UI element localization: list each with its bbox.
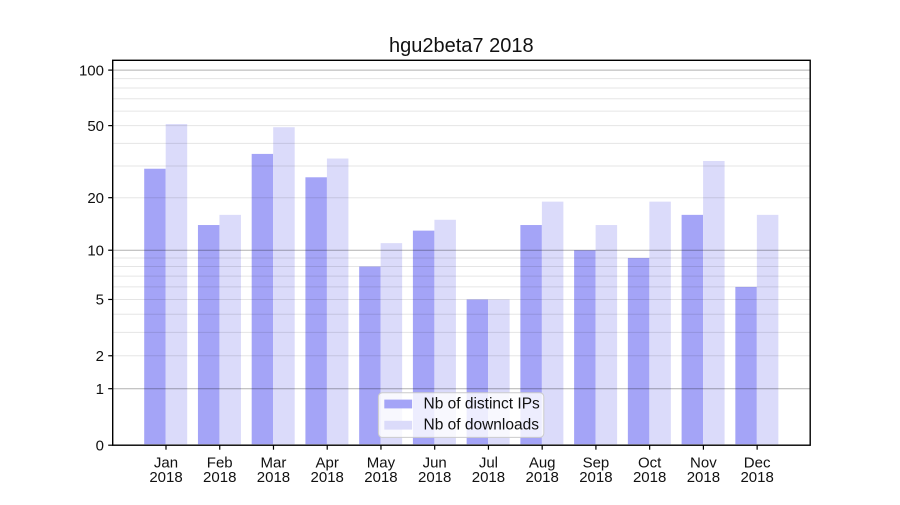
svg-text:hgu2beta7 2018: hgu2beta7 2018: [389, 35, 534, 57]
svg-text:2018: 2018: [257, 469, 290, 486]
svg-text:2018: 2018: [311, 469, 344, 486]
svg-text:2018: 2018: [149, 469, 182, 486]
svg-text:2018: 2018: [203, 469, 236, 486]
svg-text:2018: 2018: [740, 469, 773, 486]
svg-text:100: 100: [79, 62, 104, 79]
svg-text:Aug: Aug: [529, 455, 556, 472]
svg-text:Oct: Oct: [638, 455, 662, 472]
svg-text:0: 0: [96, 437, 104, 454]
svg-text:2018: 2018: [472, 469, 505, 486]
svg-text:2018: 2018: [687, 469, 720, 486]
svg-text:Jul: Jul: [479, 455, 498, 472]
svg-text:2018: 2018: [579, 469, 612, 486]
svg-text:2018: 2018: [364, 469, 397, 486]
svg-text:2018: 2018: [525, 469, 558, 486]
svg-text:20: 20: [87, 190, 104, 207]
svg-text:Jun: Jun: [423, 455, 447, 472]
svg-text:2018: 2018: [418, 469, 451, 486]
svg-text:Jan: Jan: [154, 455, 178, 472]
svg-text:Mar: Mar: [261, 455, 287, 472]
svg-text:Nov: Nov: [690, 455, 717, 472]
svg-text:Apr: Apr: [316, 455, 339, 472]
svg-text:2: 2: [96, 348, 104, 365]
svg-text:May: May: [367, 455, 396, 472]
svg-text:1: 1: [96, 381, 104, 398]
svg-text:Feb: Feb: [207, 455, 233, 472]
svg-text:10: 10: [87, 242, 104, 259]
svg-text:Nb of downloads: Nb of downloads: [424, 417, 540, 434]
svg-text:50: 50: [87, 118, 104, 135]
svg-text:Sep: Sep: [583, 455, 610, 472]
svg-text:Dec: Dec: [744, 455, 771, 472]
svg-text:5: 5: [96, 292, 104, 309]
svg-text:Nb of distinct IPs: Nb of distinct IPs: [424, 395, 541, 412]
svg-text:2018: 2018: [633, 469, 666, 486]
